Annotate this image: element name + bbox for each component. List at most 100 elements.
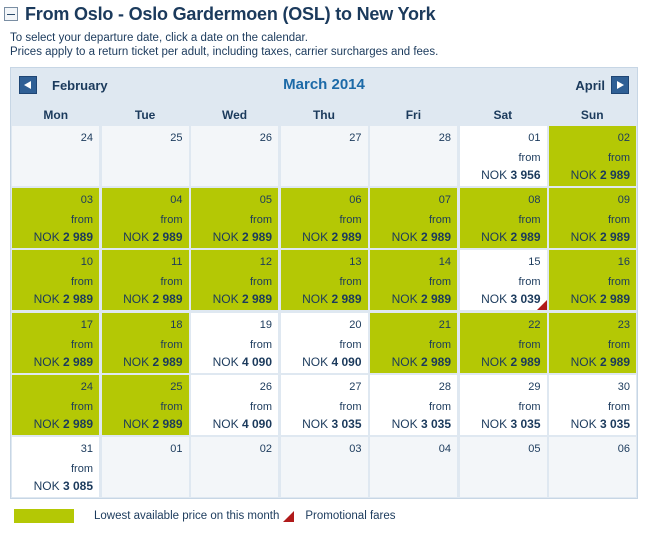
fare-price: NOK 2 989 bbox=[302, 230, 361, 244]
day-number: 24 bbox=[80, 132, 93, 144]
calendar-day-cell[interactable]: 08 from NOK 2 989 bbox=[459, 188, 547, 249]
currency-code: NOK bbox=[33, 479, 60, 493]
weekday-label: Sun bbox=[580, 108, 604, 122]
day-number: 25 bbox=[170, 380, 183, 393]
currency-code: NOK bbox=[33, 354, 60, 369]
price-amount: 2 989 bbox=[331, 292, 362, 307]
day-number: 22 bbox=[528, 318, 541, 331]
calendar-day-cell[interactable]: 15 from NOK 3 039 bbox=[459, 250, 547, 311]
day-number: 20 bbox=[349, 318, 362, 331]
calendar-day-cell[interactable]: 27 from NOK 3 035 bbox=[280, 374, 368, 435]
day-number: 10 bbox=[80, 256, 93, 269]
day-number: 04 bbox=[438, 443, 451, 455]
fare-price: NOK 2 989 bbox=[123, 292, 182, 306]
day-number: 08 bbox=[528, 194, 541, 207]
promo-triangle-icon bbox=[536, 300, 547, 311]
from-label: from bbox=[518, 276, 541, 289]
calendar-day-cell[interactable]: 19 from NOK 4 090 bbox=[191, 312, 278, 373]
calendar-day-cell[interactable]: 07 from NOK 2 989 bbox=[370, 188, 457, 249]
calendar-day-cell[interactable]: 25 from NOK 2 989 bbox=[101, 374, 189, 435]
fare-calendar: February March 2014 April Mon Tue Wed Th… bbox=[10, 67, 638, 499]
day-number: 27 bbox=[349, 132, 362, 144]
calendar-day-cell[interactable]: 16 from NOK 2 989 bbox=[549, 250, 636, 311]
price-amount: 2 989 bbox=[152, 354, 183, 369]
calendar-day-cell[interactable]: 29 from NOK 3 035 bbox=[459, 374, 547, 435]
previous-month-label[interactable]: February bbox=[52, 77, 108, 93]
day-number: 26 bbox=[259, 380, 272, 393]
next-month-button[interactable]: April bbox=[575, 76, 629, 94]
weekday-label: Fri bbox=[405, 108, 422, 122]
fare-price: NOK 4 090 bbox=[302, 355, 361, 369]
currency-code: NOK bbox=[302, 230, 329, 245]
calendar-day-cell[interactable]: 22 from NOK 2 989 bbox=[459, 312, 547, 373]
calendar-day-cell[interactable]: 17 from NOK 2 989 bbox=[12, 312, 99, 373]
calendar-day-cell[interactable]: 14 from NOK 2 989 bbox=[370, 250, 457, 311]
calendar-day-cell[interactable]: 18 from NOK 2 989 bbox=[101, 312, 189, 373]
day-number: 02 bbox=[617, 132, 630, 144]
promo-legend-label: Promotional fares bbox=[305, 510, 396, 522]
calendar-day-cell[interactable]: 31 from NOK 3 085 bbox=[12, 437, 99, 497]
fare-price: NOK 4 090 bbox=[213, 355, 272, 369]
calendar-day-cell[interactable]: 13 from NOK 2 989 bbox=[280, 250, 368, 311]
calendar-day-cell[interactable]: 30 from NOK 3 035 bbox=[549, 374, 636, 435]
calendar-day-cell: 24 bbox=[12, 126, 99, 186]
calendar-day-cell[interactable]: 12 from NOK 2 989 bbox=[191, 250, 278, 311]
calendar-day-cell[interactable]: 11 from NOK 2 989 bbox=[101, 250, 189, 311]
weekday-header: Mon Tue Wed Thu Fri Sat Sun bbox=[11, 104, 637, 126]
day-number: 23 bbox=[617, 318, 630, 331]
currency-code: NOK bbox=[570, 292, 597, 307]
fare-price: NOK 2 989 bbox=[571, 292, 630, 306]
arrow-left-icon[interactable] bbox=[19, 76, 37, 94]
currency-code: NOK bbox=[481, 230, 508, 245]
calendar-day-cell[interactable]: 02 from NOK 2 989 bbox=[549, 126, 636, 186]
day-number: 13 bbox=[349, 256, 362, 269]
from-label: from bbox=[250, 214, 272, 227]
weekday-label: Mon bbox=[43, 108, 69, 122]
calendar-day-cell[interactable]: 06 from NOK 2 989 bbox=[280, 188, 368, 249]
fare-price: NOK 4 090 bbox=[213, 417, 272, 431]
currency-code: NOK bbox=[481, 354, 508, 369]
day-number: 18 bbox=[170, 318, 183, 331]
day-number: 09 bbox=[617, 194, 630, 207]
calendar-day-cell[interactable]: 23 from NOK 2 989 bbox=[549, 312, 636, 373]
price-amount: 2 989 bbox=[62, 416, 93, 431]
fare-price: NOK 2 989 bbox=[302, 292, 361, 306]
calendar-day-cell[interactable]: 26 from NOK 4 090 bbox=[191, 374, 278, 435]
from-label: from bbox=[429, 338, 451, 351]
calendar-day-cell[interactable]: 20 from NOK 4 090 bbox=[280, 312, 368, 373]
price-amount: 4 090 bbox=[241, 416, 272, 431]
legend: Lowest available price on this month Pro… bbox=[14, 509, 396, 523]
calendar-day-cell[interactable]: 05 from NOK 2 989 bbox=[191, 188, 278, 249]
calendar-day-cell[interactable]: 09 from NOK 2 989 bbox=[549, 188, 636, 249]
calendar-day-cell[interactable]: 10 from NOK 2 989 bbox=[12, 250, 99, 311]
from-label: from bbox=[250, 400, 272, 413]
from-label: from bbox=[250, 276, 272, 289]
fare-price: NOK 2 989 bbox=[571, 355, 630, 369]
currency-code: NOK bbox=[302, 416, 329, 431]
price-amount: 2 989 bbox=[241, 292, 272, 307]
calendar-day-cell[interactable]: 24 from NOK 2 989 bbox=[12, 374, 99, 435]
currency-code: NOK bbox=[570, 354, 597, 369]
calendar-day-cell[interactable]: 04 from NOK 2 989 bbox=[101, 188, 189, 249]
calendar-day-cell[interactable]: 03 from NOK 2 989 bbox=[12, 188, 99, 249]
current-month-title: March 2014 bbox=[283, 76, 365, 93]
day-number: 03 bbox=[349, 443, 362, 455]
next-month-label[interactable]: April bbox=[575, 77, 605, 93]
instruction-line: Prices apply to a return ticket per adul… bbox=[10, 46, 439, 58]
calendar-day-cell[interactable]: 28 from NOK 3 035 bbox=[370, 374, 457, 435]
fare-price: NOK 2 989 bbox=[213, 292, 272, 306]
from-label: from bbox=[250, 338, 272, 351]
previous-month-button[interactable]: February bbox=[19, 76, 108, 94]
calendar-day-cell[interactable]: 01 from NOK 3 956 bbox=[459, 126, 547, 186]
fare-price: NOK 3 035 bbox=[571, 417, 630, 431]
collapse-button[interactable] bbox=[4, 7, 18, 21]
currency-code: NOK bbox=[481, 168, 508, 182]
calendar-day-cell[interactable]: 21 from NOK 2 989 bbox=[370, 312, 457, 373]
currency-code: NOK bbox=[123, 230, 150, 245]
currency-code: NOK bbox=[481, 416, 508, 431]
arrow-right-icon[interactable] bbox=[611, 76, 629, 94]
currency-code: NOK bbox=[570, 230, 597, 245]
from-label: from bbox=[339, 338, 362, 351]
price-amount: 2 989 bbox=[62, 230, 93, 245]
day-number: 07 bbox=[438, 194, 451, 207]
